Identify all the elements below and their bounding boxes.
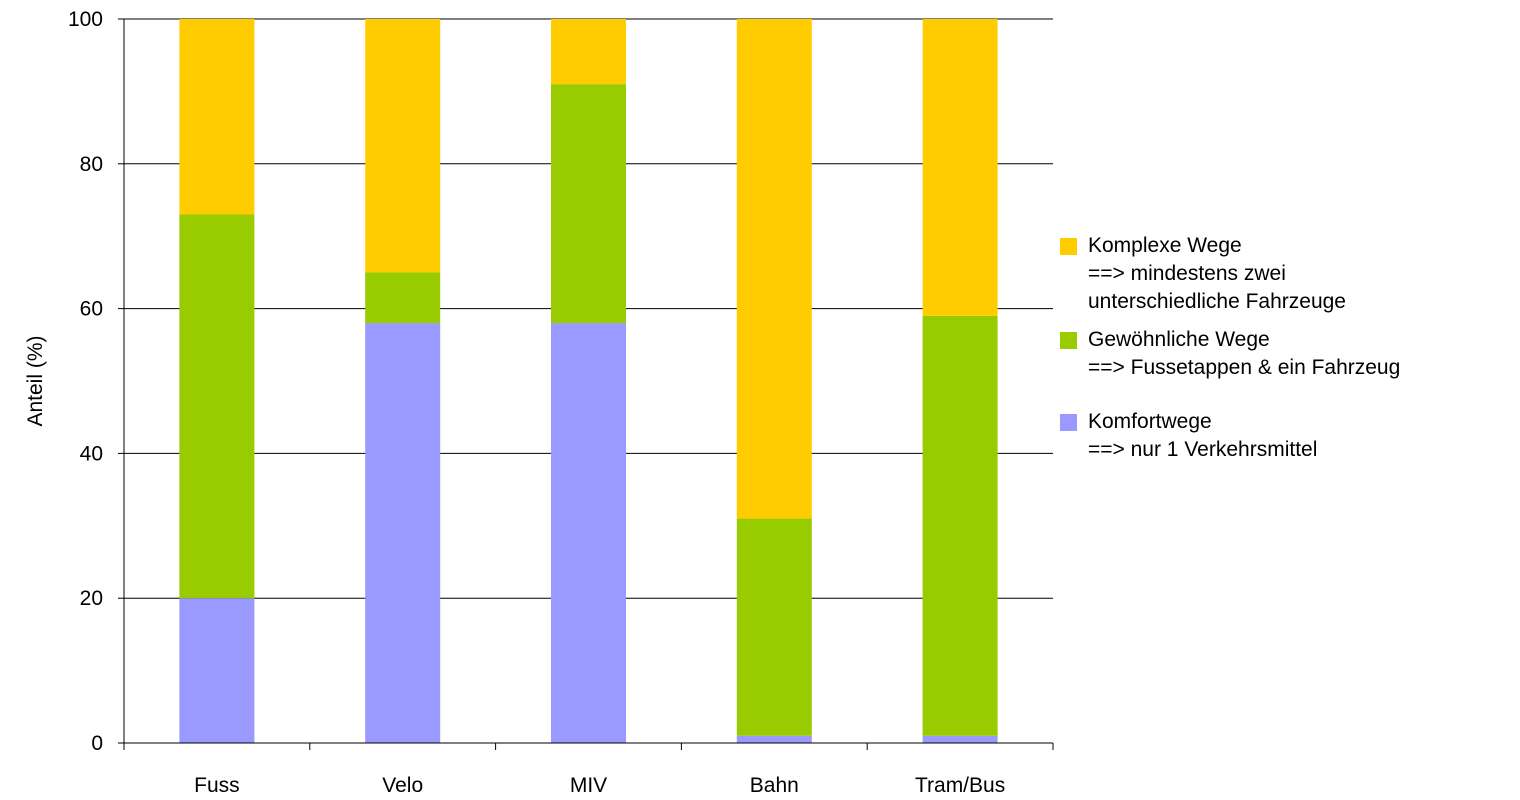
legend: Komplexe Wege ==> mindestens zwei untersch… [1060,232,1515,464]
legend-label: Komplexe Wege [1088,234,1242,257]
bar-segment-tram-bus-s1 [922,315,998,736]
legend-item: Gewöhnliche Wege ==> Fussetappen & ein Fa… [1060,326,1515,382]
x-tick-label: Tram/Bus [915,774,1005,797]
y-tick-labels: 0 20 40 60 80 100 [68,8,103,755]
bar-segment-bahn-s1 [736,518,812,736]
x-tick-label: MIV [570,774,607,797]
legend-label: unterschiedliche Fahrzeuge [1088,290,1346,313]
bar-segment-velo-s0 [365,323,441,743]
bar-segment-velo-s2 [365,19,441,273]
x-tick-label: Fuss [194,774,240,797]
legend-item: Komplexe Wege ==> mindestens zwei untersch… [1060,232,1515,316]
x-tick-label: Bahn [750,774,799,797]
legend-swatch [1060,238,1077,255]
bar-segment-bahn-s0 [736,735,812,743]
legend-swatch [1060,414,1077,431]
legend-label: Komfortwege [1088,410,1212,433]
axes [118,18,1054,750]
x-tick-label: Velo [382,774,423,797]
bar-segment-fuss-s1 [179,214,255,599]
y-tick-label: 100 [68,8,103,31]
legend-label: ==> mindestens zwei [1088,262,1286,285]
y-tick-label: 60 [80,298,103,321]
legend-label: Gewöhnliche Wege [1088,328,1270,351]
y-axis-title: Anteil (%) [24,335,47,426]
y-tick-label: 40 [80,442,103,465]
y-tick-label: 0 [91,732,103,755]
legend-label: ==> Fussetappen & ein Fahrzeug [1088,356,1401,379]
bar-segment-velo-s1 [365,272,441,324]
bar-segment-miv-s2 [551,19,626,85]
bars [179,19,998,743]
legend-label: ==> nur 1 Verkehrsmittel [1088,438,1318,461]
legend-swatch [1060,332,1077,349]
legend-item: Komfortwege ==> nur 1 Verkehrsmittel [1060,408,1515,464]
x-tick-labels: Fuss Velo MIV Bahn Tram/Bus [194,774,1005,797]
y-tick-label: 80 [80,153,103,176]
bar-segment-miv-s0 [551,323,626,743]
bar-segment-fuss-s2 [179,19,255,215]
bar-segment-miv-s1 [551,84,626,324]
bar-segment-tram-bus-s2 [922,19,998,316]
bar-segment-bahn-s2 [736,19,812,519]
y-tick-label: 20 [80,587,103,610]
bar-segment-tram-bus-s0 [922,735,998,743]
bar-segment-fuss-s0 [179,598,255,743]
